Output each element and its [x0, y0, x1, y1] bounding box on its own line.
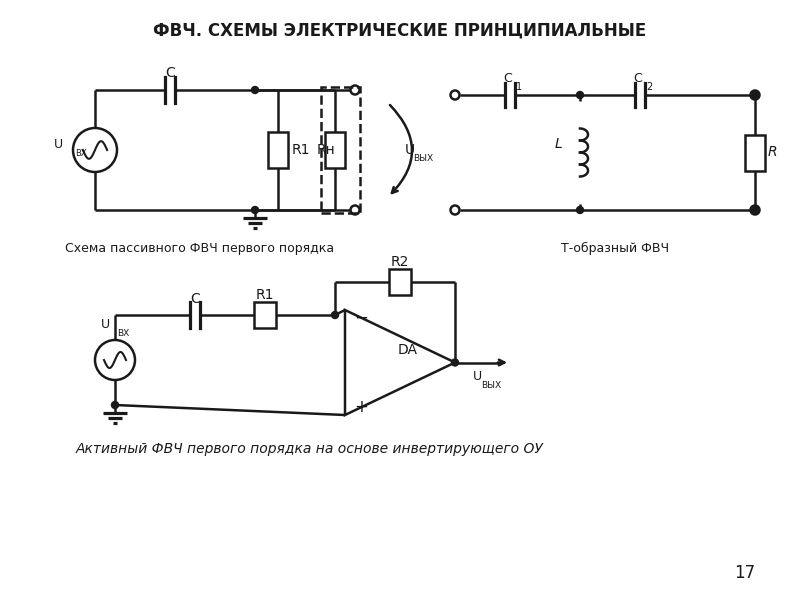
Circle shape: [451, 359, 458, 366]
Text: U: U: [101, 319, 110, 331]
Text: U: U: [405, 143, 415, 157]
Text: +: +: [354, 398, 368, 416]
Text: 1: 1: [516, 82, 522, 92]
Text: ВЫХ: ВЫХ: [481, 380, 501, 389]
Bar: [745, 134, 765, 170]
Circle shape: [251, 86, 258, 94]
Circle shape: [331, 311, 338, 319]
Text: R2: R2: [391, 255, 409, 269]
Text: R1: R1: [256, 288, 274, 302]
Text: C: C: [504, 71, 512, 85]
Text: ВХ: ВХ: [117, 329, 130, 338]
Text: 2: 2: [646, 82, 652, 92]
Text: C: C: [634, 71, 642, 85]
Text: U: U: [473, 370, 482, 383]
Bar: [321, 87, 360, 213]
Text: ФВЧ. СХЕМЫ ЭЛЕКТРИЧЕСКИЕ ПРИНЦИПИАЛЬНЫЕ: ФВЧ. СХЕМЫ ЭЛЕКТРИЧЕСКИЕ ПРИНЦИПИАЛЬНЫЕ: [154, 22, 646, 40]
Text: Т-образный ФВЧ: Т-образный ФВЧ: [561, 242, 669, 255]
Text: R: R: [768, 145, 778, 160]
Text: Rн: Rн: [317, 143, 336, 157]
Text: Схема пассивного ФВЧ первого порядка: Схема пассивного ФВЧ первого порядка: [66, 242, 334, 255]
Text: R1: R1: [292, 143, 310, 157]
Text: U: U: [54, 139, 63, 151]
Text: ВЫХ: ВЫХ: [413, 154, 433, 163]
Circle shape: [751, 91, 758, 98]
Bar: [268, 132, 288, 168]
Circle shape: [577, 206, 583, 214]
Circle shape: [111, 401, 118, 409]
Text: DA: DA: [398, 343, 418, 358]
Text: C: C: [165, 66, 175, 80]
Bar: [325, 132, 345, 168]
Text: L: L: [554, 137, 562, 151]
Text: 17: 17: [734, 564, 755, 582]
Circle shape: [251, 206, 258, 214]
Text: −: −: [354, 309, 368, 327]
Circle shape: [577, 91, 583, 98]
Circle shape: [751, 206, 758, 214]
Bar: [254, 302, 276, 328]
Text: Активный ФВЧ первого порядка на основе инвертирующего ОУ: Активный ФВЧ первого порядка на основе и…: [76, 442, 544, 456]
Text: C: C: [190, 292, 200, 306]
Bar: [389, 269, 411, 295]
Text: ВХ: ВХ: [75, 149, 86, 158]
